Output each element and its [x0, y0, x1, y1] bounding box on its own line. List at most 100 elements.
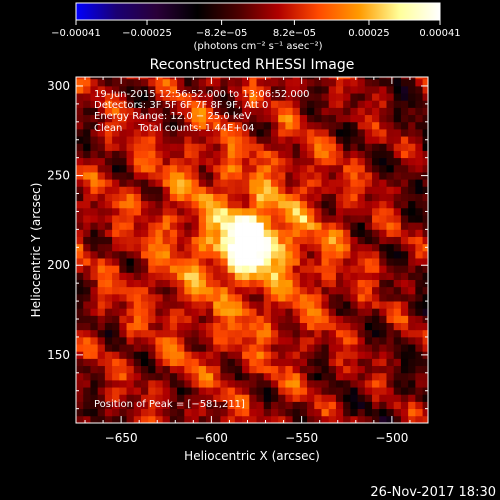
- heatmap-cell: [249, 372, 257, 381]
- heatmap-cell: [335, 179, 344, 187]
- heatmap-cell: [379, 365, 387, 374]
- heatmap-cell: [112, 308, 120, 316]
- heatmap-cell: [400, 394, 409, 402]
- heatmap-cell: [133, 100, 142, 108]
- heatmap-cell: [321, 172, 330, 180]
- heatmap-cell: [299, 186, 308, 194]
- heatmap-cell: [386, 408, 395, 417]
- heatmap-cell: [400, 265, 409, 273]
- heatmap-cell: [104, 172, 113, 180]
- heatmap-cell: [400, 243, 409, 252]
- heatmap-cell: [292, 401, 301, 410]
- heatmap-cell: [220, 229, 229, 237]
- heatmap-cell: [364, 272, 373, 280]
- heatmap-cell: [249, 200, 257, 209]
- heatmap-cell: [205, 365, 214, 374]
- heatmap-cell: [191, 243, 200, 252]
- heatmap-cell: [169, 415, 178, 423]
- heatmap-cell: [169, 315, 178, 324]
- heatmap-cell: [104, 78, 113, 87]
- heatmap-cell: [285, 186, 294, 194]
- heatmap-cell: [270, 215, 279, 223]
- heatmap-cell: [400, 100, 409, 108]
- heatmap-cell: [364, 236, 373, 245]
- heatmap-cell: [234, 250, 243, 259]
- heatmap-cell: [328, 358, 337, 367]
- heatmap-cell: [379, 77, 387, 80]
- heatmap-cell: [191, 128, 200, 137]
- heatmap-cell: [372, 415, 380, 423]
- heatmap-cell: [104, 100, 113, 108]
- heatmap-cell: [328, 236, 337, 245]
- colorbar-ticks: −0.00041 −0.00025 −8.2e−05 8.2e−05 0.00025 0.…: [51, 20, 461, 39]
- heatmap-cell: [415, 415, 423, 423]
- heatmap-cell: [372, 193, 380, 202]
- heatmap-cell: [198, 121, 207, 130]
- heatmap-cell: [278, 351, 286, 359]
- heatmap-cell: [242, 372, 250, 381]
- heatmap-cell: [227, 250, 236, 259]
- heatmap-cell: [270, 236, 279, 245]
- heatmap-cell: [263, 157, 272, 166]
- heatmap-cell: [140, 408, 149, 417]
- heatmap-cell: [205, 143, 214, 151]
- heatmap-cell: [307, 329, 315, 338]
- heatmap-cell: [307, 222, 315, 230]
- heatmap-cell: [148, 77, 156, 80]
- heatmap-cell: [76, 128, 84, 137]
- heatmap-cell: [220, 250, 229, 259]
- heatmap-cell: [249, 301, 257, 309]
- heatmap-cell: [372, 293, 380, 302]
- heatmap-cell: [162, 372, 171, 381]
- heatmap-cell: [148, 128, 156, 137]
- heatmap-cell: [393, 121, 402, 130]
- heatmap-cell: [184, 336, 192, 345]
- heatmap-cell: [198, 100, 207, 108]
- heatmap-cell: [83, 344, 91, 352]
- heatmap-cell: [379, 179, 387, 187]
- heatmap-cell: [307, 236, 315, 245]
- heatmap-cell: [364, 222, 373, 230]
- heatmap-cell: [314, 107, 322, 116]
- heatmap-cell: [90, 143, 99, 151]
- heatmap-cell: [205, 293, 214, 302]
- heatmap-cell: [386, 186, 395, 194]
- heatmap-cell: [285, 121, 294, 130]
- heatmap-cell: [422, 157, 428, 166]
- heatmap-cell: [148, 229, 156, 237]
- heatmap-cell: [104, 315, 113, 324]
- heatmap-cell: [198, 415, 207, 423]
- heatmap-cell: [213, 293, 221, 302]
- heatmap-cell: [205, 387, 214, 395]
- heatmap-cell: [321, 315, 330, 324]
- heatmap-cell: [256, 164, 265, 173]
- heatmap-cell: [415, 78, 423, 87]
- heatmap-cell: [256, 415, 265, 423]
- heatmap-cell: [155, 207, 164, 216]
- heatmap-cell: [126, 200, 135, 209]
- heatmap-cell: [249, 222, 257, 230]
- heatmap-cell: [133, 387, 142, 395]
- heatmap-cell: [299, 179, 308, 187]
- heatmap-cell: [328, 172, 337, 180]
- heatmap-cell: [112, 358, 120, 367]
- heatmap-cell: [400, 308, 409, 316]
- heatmap-cell: [220, 372, 229, 381]
- heatmap-cell: [372, 329, 380, 338]
- heatmap-cell: [256, 85, 265, 94]
- heatmap-cell: [357, 150, 366, 159]
- heatmap-cell: [422, 85, 428, 94]
- heatmap-cell: [321, 358, 330, 367]
- heatmap-cell: [83, 207, 91, 216]
- heatmap-cell: [169, 272, 178, 280]
- heatmap-cell: [133, 336, 142, 345]
- heatmap-cell: [162, 78, 171, 87]
- heatmap-cell: [343, 265, 351, 273]
- heatmap-cell: [162, 157, 171, 166]
- heatmap-cell: [148, 222, 156, 230]
- heatmap-cell: [372, 301, 380, 309]
- heatmap-cell: [205, 315, 214, 324]
- heatmap-cell: [198, 408, 207, 417]
- heatmap-cell: [148, 401, 156, 410]
- heatmap-cell: [213, 415, 221, 423]
